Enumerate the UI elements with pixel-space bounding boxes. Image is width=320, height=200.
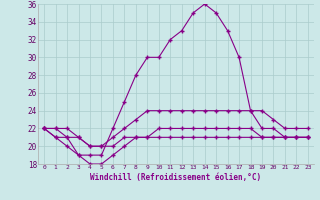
X-axis label: Windchill (Refroidissement éolien,°C): Windchill (Refroidissement éolien,°C) <box>91 173 261 182</box>
